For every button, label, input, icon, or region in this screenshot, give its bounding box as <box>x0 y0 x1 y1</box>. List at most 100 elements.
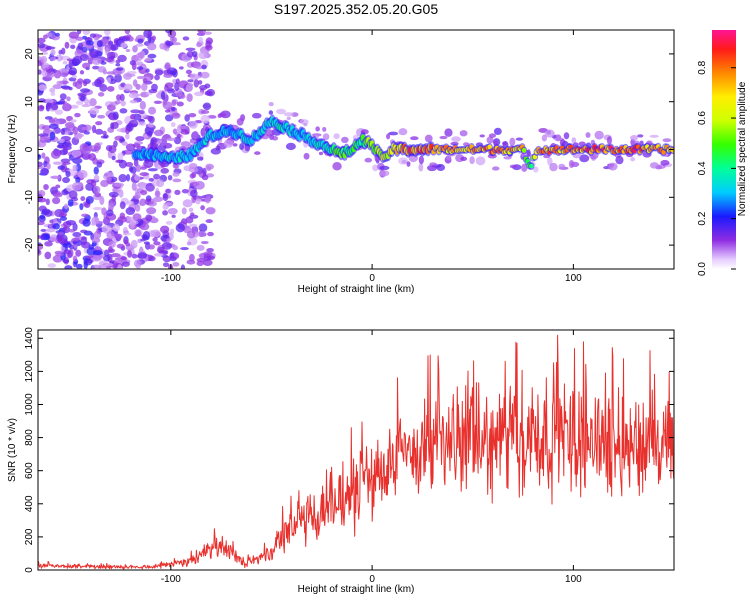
spectrogram-noise-blob <box>172 261 180 267</box>
snr-x-label: Height of straight line (km) <box>298 584 415 595</box>
spectrogram-noise-blob <box>117 152 124 161</box>
spectrogram-noise-blob <box>594 130 604 140</box>
snr-y-tick-label: 0 <box>24 567 35 573</box>
spectrogram-noise-blob <box>209 115 217 119</box>
spectrogram-noise-blob <box>439 135 448 140</box>
spectrogram-noise-blob <box>75 100 84 105</box>
spectrogram-noise-blob <box>93 174 100 182</box>
spectrogram-noise-blob <box>649 134 659 138</box>
spectrogram-noise-blob <box>223 139 234 148</box>
spectrogram-noise-blob <box>48 118 56 123</box>
spectrogram-noise-blob <box>615 155 624 165</box>
spectrogram-noise-blob <box>201 174 209 181</box>
spectrogram-noise-blob <box>459 130 468 137</box>
spectrogram-noise-blob <box>92 250 103 256</box>
spectrogram-noise-blob <box>62 176 71 184</box>
spectrogram-noise-blob <box>139 172 149 177</box>
spectrogram-noise-blob <box>154 253 164 257</box>
spectrogram-noise-blob <box>164 84 169 92</box>
spectrogram-noise-blob <box>198 223 208 233</box>
spectrogram-noise-blob <box>147 30 152 38</box>
spectrogram-ridge-core <box>487 144 492 150</box>
spectrogram-noise-blob <box>119 201 126 210</box>
spectrogram-noise-blob <box>96 161 103 168</box>
spectrogram-noise-blob <box>198 36 204 43</box>
spectrogram-y-tick-label: 10 <box>24 96 35 108</box>
spectrogram-noise-blob <box>189 173 196 179</box>
spectrogram-noise-blob <box>193 91 205 97</box>
spectrogram-noise-blob <box>56 80 63 85</box>
spectrogram-noise-blob <box>148 255 156 262</box>
spectrogram-noise-blob <box>41 51 49 56</box>
spectrogram-noise-blob <box>182 199 193 208</box>
spectrogram-noise-blob <box>163 73 173 78</box>
spectrogram-noise-blob <box>147 122 154 128</box>
spectrogram-noise-blob <box>479 134 485 138</box>
spectrogram-noise-blob <box>111 155 116 161</box>
spectrogram-noise-blob <box>332 161 342 171</box>
spectrogram-noise-blob <box>129 99 138 104</box>
spectrogram-noise-blob <box>40 234 45 241</box>
spectrogram-noise-blob <box>286 116 291 121</box>
spectrogram-noise-blob <box>181 207 187 215</box>
spectrogram-noise-blob <box>131 253 138 259</box>
spectrogram-noise-blob <box>115 63 121 67</box>
spectrogram-x-tick-label: 0 <box>369 273 375 284</box>
spectrogram-noise-blob <box>48 123 59 130</box>
spectrogram-noise-blob <box>190 212 195 217</box>
spectrogram-noise-blob <box>116 243 125 249</box>
spectrogram-noise-blob <box>103 249 110 257</box>
snr-x-tick-label: -100 <box>161 574 181 585</box>
spectrogram-noise-blob <box>199 84 208 91</box>
spectrogram-noise-blob <box>66 96 71 102</box>
spectrogram-noise-blob <box>493 127 502 136</box>
spectrogram-noise-blob <box>42 62 50 68</box>
spectrogram-noise-blob <box>40 55 48 64</box>
spectrogram-noise-blob <box>563 132 570 140</box>
spectrogram-ridge-core <box>521 148 527 153</box>
spectrogram-noise-blob <box>62 242 72 248</box>
spectrogram-noise-blob <box>533 166 539 173</box>
snr-x-ticks: -100 0 100 <box>161 330 582 585</box>
spectrogram-noise-blob <box>132 45 138 53</box>
spectrogram-noise-blob <box>118 174 128 183</box>
spectrogram-noise-blob <box>75 176 81 184</box>
spectrogram-noise-blob <box>152 237 158 242</box>
spectrogram-noise-blob <box>200 110 210 114</box>
spectrogram-y-tick-label: -20 <box>24 237 35 252</box>
spectrogram-noise-blob <box>97 92 105 97</box>
spectrogram-noise-blob <box>475 156 486 166</box>
spectrogram-noise-blob <box>98 260 109 267</box>
spectrogram-noise-blob <box>59 212 67 218</box>
spectrogram-noise-blob <box>91 264 102 269</box>
spectrogram-noise-blob <box>68 31 80 39</box>
spectrogram-noise-blob <box>65 219 76 226</box>
spectrogram-noise-blob <box>77 42 84 50</box>
spectrogram-noise-blob <box>460 156 468 162</box>
spectrogram-noise-blob <box>202 102 212 111</box>
spectrogram-noise-blob <box>445 154 452 161</box>
spectrogram-noise-blob <box>146 207 157 215</box>
spectrogram-noise-blob <box>194 180 205 190</box>
spectrogram-noise-blob <box>630 157 636 162</box>
spectrogram-noise-blob <box>106 209 114 217</box>
spectrogram-noise-blob <box>372 164 379 172</box>
spectrogram-noise-blob <box>83 80 88 87</box>
spectrogram-noise-blob <box>94 128 104 135</box>
spectrogram-noise-blob <box>107 246 113 253</box>
spectrogram-noise-blob <box>171 214 176 218</box>
spectrogram-noise-blob <box>116 94 122 101</box>
spectrogram-noise-blob <box>130 109 141 114</box>
spectrogram-noise-blob <box>185 83 193 92</box>
spectrogram-noise-blob <box>303 122 308 127</box>
spectrogram-noise-blob <box>165 220 173 225</box>
spectrogram-noise-blob <box>236 117 244 126</box>
spectrogram-noise-blob <box>91 57 102 65</box>
spectrogram-noise-blob <box>148 177 154 182</box>
spectrogram-noise-blob <box>164 109 171 113</box>
spectrogram-noise-blob <box>62 60 68 65</box>
spectrogram-noise-blob <box>40 228 47 232</box>
spectrogram-noise-blob <box>142 235 150 241</box>
spectrogram-noise-blob <box>90 179 97 188</box>
